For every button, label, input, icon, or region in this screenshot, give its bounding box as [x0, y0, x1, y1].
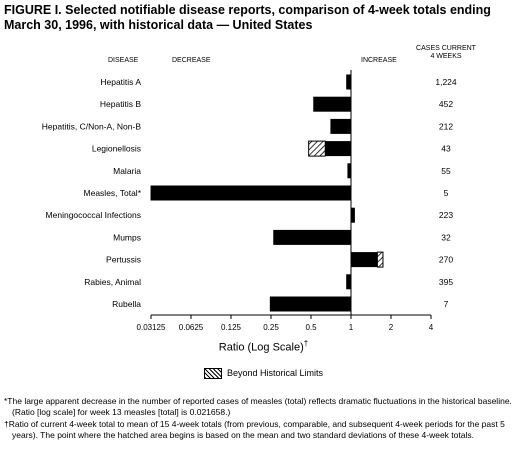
cases-value: 7 — [444, 299, 449, 309]
x-tick-label: 2 — [389, 323, 394, 332]
ratio-bar — [347, 163, 351, 179]
x-tick-label: 0.03125 — [137, 323, 166, 332]
category-label: Hepatitis B — [100, 99, 141, 109]
ratio-bar — [330, 118, 351, 134]
x-tick-label: 0.25 — [263, 323, 279, 332]
footnotes: *The large apparent decrease in the numb… — [4, 396, 522, 442]
category-label: Legionellosis — [92, 144, 141, 154]
ratio-bar — [269, 296, 351, 312]
footnote-measles: *The large apparent decrease in the numb… — [4, 396, 512, 417]
category-label: Mumps — [113, 232, 141, 242]
ratio-bar — [313, 96, 351, 112]
cases-value: 1,224 — [435, 77, 457, 87]
category-label: Measles, Total* — [84, 188, 142, 198]
cases-header-line1: CASES CURRENT — [416, 45, 476, 52]
cases-value: 395 — [439, 277, 453, 287]
figure-title: FIGURE I. Selected notifiable disease re… — [4, 3, 491, 32]
decrease-header: DECREASE — [172, 57, 211, 64]
ratio-bar — [351, 207, 355, 223]
hatched-legend-swatch — [203, 368, 222, 380]
cases-value: 55 — [441, 166, 451, 176]
cases-value: 43 — [441, 144, 451, 154]
category-label: Pertussis — [106, 255, 141, 265]
cases-value: 32 — [441, 232, 451, 242]
cases-value: 270 — [439, 255, 453, 265]
category-label: Hepatitis A — [100, 77, 141, 87]
category-label: Meningococcal Infections — [46, 210, 141, 220]
ratio-bar — [346, 74, 351, 90]
x-tick-label: 1 — [349, 323, 354, 332]
ratio-bar — [346, 274, 351, 290]
category-label: Rubella — [112, 299, 141, 309]
footnote-ratio: †Ratio of current 4-week total to mean o… — [4, 419, 505, 440]
ratio-bar — [273, 229, 351, 245]
x-tick-label: 0.125 — [221, 323, 242, 332]
cases-value: 452 — [439, 99, 453, 109]
x-axis-title-text: Ratio (Log Scale) — [218, 341, 304, 354]
legend-label: Beyond Historical Limits — [226, 368, 324, 378]
cases-header-line2: 4 WEEKS — [430, 53, 462, 60]
cases-value: 212 — [439, 121, 453, 131]
beyond-limits-segment — [308, 140, 326, 157]
x-tick-label: 4 — [429, 323, 434, 332]
category-label: Malaria — [113, 166, 141, 176]
category-label: Rabies, Animal — [84, 277, 141, 287]
increase-header: INCREASE — [361, 57, 397, 64]
disease-column-header: DISEASE — [108, 57, 139, 64]
cases-current-header: CASES CURRENT 4 WEEKS — [415, 45, 477, 61]
ratio-bar — [351, 252, 383, 268]
ratio-bar — [150, 185, 351, 201]
legend: Beyond Historical Limits — [0, 368, 527, 380]
beyond-limits-segment — [376, 251, 384, 268]
category-label: Hepatitis, C/Non-A, Non-B — [42, 121, 142, 131]
x-tick-label: 0.5 — [305, 323, 317, 332]
x-tick-label: 0.0625 — [179, 323, 204, 332]
x-axis-title-dagger: † — [303, 339, 309, 348]
cases-value: 5 — [444, 188, 449, 198]
cases-value: 223 — [439, 210, 453, 220]
x-axis-title: Ratio (Log Scale)† — [0, 339, 527, 354]
